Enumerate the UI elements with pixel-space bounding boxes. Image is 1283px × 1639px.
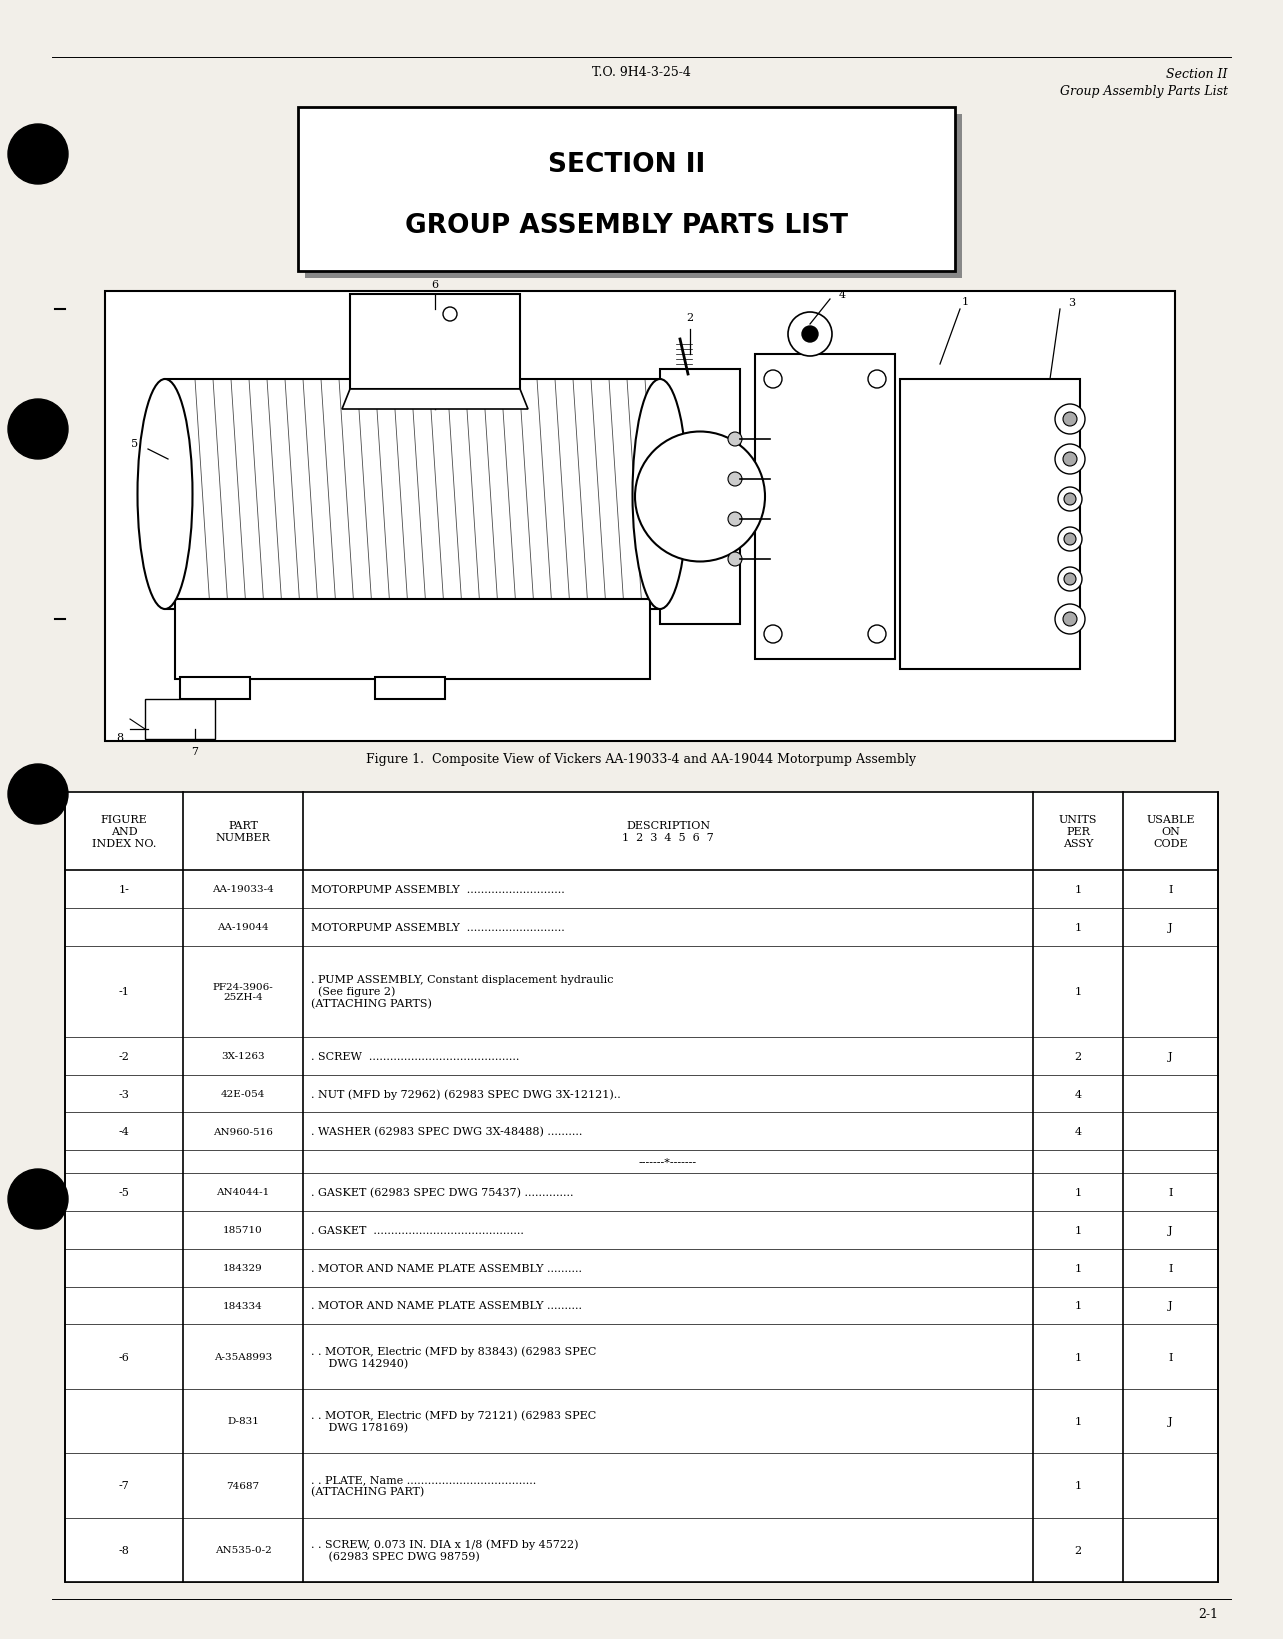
Text: 1: 1 xyxy=(1074,1480,1082,1490)
Text: -3: -3 xyxy=(118,1088,130,1098)
Text: A-35A8993: A-35A8993 xyxy=(214,1352,272,1362)
Text: D-831: D-831 xyxy=(227,1416,259,1426)
Text: AA-19033-4: AA-19033-4 xyxy=(212,885,273,893)
Text: 1: 1 xyxy=(1074,1187,1082,1196)
Text: . WASHER (62983 SPEC DWG 3X-48488) ..........: . WASHER (62983 SPEC DWG 3X-48488) .....… xyxy=(310,1126,582,1137)
Text: AN4044-1: AN4044-1 xyxy=(217,1188,269,1196)
Circle shape xyxy=(1064,452,1076,467)
Text: AN960-516: AN960-516 xyxy=(213,1128,273,1136)
Text: Section II: Section II xyxy=(1166,67,1228,80)
Text: 1: 1 xyxy=(1074,1262,1082,1274)
Text: J: J xyxy=(1169,1416,1173,1426)
Text: MOTORPUMP ASSEMBLY  ............................: MOTORPUMP ASSEMBLY .....................… xyxy=(310,885,565,895)
Text: 8: 8 xyxy=(117,733,123,742)
Circle shape xyxy=(763,370,783,388)
Ellipse shape xyxy=(633,380,688,610)
Text: J: J xyxy=(1169,1051,1173,1060)
Text: 5: 5 xyxy=(131,439,139,449)
Text: . PUMP ASSEMBLY, Constant displacement hydraulic
  (See figure 2)
(ATTACHING PAR: . PUMP ASSEMBLY, Constant displacement h… xyxy=(310,975,613,1008)
Bar xyxy=(65,793,1218,1582)
Circle shape xyxy=(8,125,68,185)
Text: J: J xyxy=(1169,1301,1173,1311)
Text: . . MOTOR, Electric (MFD by 72121) (62983 SPEC
     DWG 178169): . . MOTOR, Electric (MFD by 72121) (6298… xyxy=(310,1410,597,1432)
Text: 3: 3 xyxy=(1069,298,1075,308)
Text: . . MOTOR, Electric (MFD by 83843) (62983 SPEC
     DWG 142940): . . MOTOR, Electric (MFD by 83843) (6298… xyxy=(310,1346,597,1369)
Text: T.O. 9H4-3-25-4: T.O. 9H4-3-25-4 xyxy=(591,66,692,79)
Bar xyxy=(145,700,216,739)
Text: . SCREW  ...........................................: . SCREW ................................… xyxy=(310,1051,520,1060)
Text: . . PLATE, Name .....................................
(ATTACHING PART): . . PLATE, Name ........................… xyxy=(310,1475,536,1496)
Text: 74687: 74687 xyxy=(226,1482,259,1490)
Text: J: J xyxy=(1169,923,1173,933)
Circle shape xyxy=(763,626,783,644)
Text: 2: 2 xyxy=(686,313,694,323)
Text: -7: -7 xyxy=(118,1480,130,1490)
Text: 4: 4 xyxy=(1074,1088,1082,1098)
Bar xyxy=(899,380,1080,670)
Circle shape xyxy=(1058,528,1082,552)
Circle shape xyxy=(788,313,831,357)
Bar xyxy=(350,295,520,390)
Bar xyxy=(105,292,1175,741)
Text: J: J xyxy=(1169,1224,1173,1234)
Text: -4: -4 xyxy=(118,1126,130,1137)
Text: AN535-0-2: AN535-0-2 xyxy=(214,1546,272,1554)
Text: PART
NUMBER: PART NUMBER xyxy=(216,821,271,842)
Text: . MOTOR AND NAME PLATE ASSEMBLY ..........: . MOTOR AND NAME PLATE ASSEMBLY ........… xyxy=(310,1301,582,1311)
Text: 2: 2 xyxy=(1074,1546,1082,1555)
Bar xyxy=(659,370,740,624)
Text: 1-: 1- xyxy=(118,885,130,895)
Text: I: I xyxy=(1169,1352,1173,1362)
Circle shape xyxy=(443,308,457,321)
Text: 184334: 184334 xyxy=(223,1301,263,1310)
Circle shape xyxy=(1064,574,1076,585)
Text: 2: 2 xyxy=(1074,1051,1082,1060)
Bar xyxy=(166,380,659,610)
Text: 1: 1 xyxy=(1074,987,1082,997)
Circle shape xyxy=(802,326,819,343)
Circle shape xyxy=(1058,567,1082,592)
Text: PF24-3906-
25ZH-4: PF24-3906- 25ZH-4 xyxy=(213,982,273,1001)
Text: 2-1: 2-1 xyxy=(1198,1608,1218,1621)
Text: . MOTOR AND NAME PLATE ASSEMBLY ..........: . MOTOR AND NAME PLATE ASSEMBLY ........… xyxy=(310,1262,582,1274)
Circle shape xyxy=(1064,534,1076,546)
Text: 6: 6 xyxy=(431,280,439,290)
Bar xyxy=(174,600,650,680)
Circle shape xyxy=(1064,413,1076,426)
Text: 1: 1 xyxy=(1074,923,1082,933)
Text: DESCRIPTION
1  2  3  4  5  6  7: DESCRIPTION 1 2 3 4 5 6 7 xyxy=(622,821,713,842)
Text: I: I xyxy=(1169,885,1173,895)
Circle shape xyxy=(8,1169,68,1229)
Text: 1: 1 xyxy=(961,297,969,306)
Text: I: I xyxy=(1169,1262,1173,1274)
Text: AA-19044: AA-19044 xyxy=(217,923,269,931)
Bar xyxy=(754,354,896,659)
Circle shape xyxy=(869,626,887,644)
Circle shape xyxy=(635,433,765,562)
Text: I: I xyxy=(1169,1187,1173,1196)
Circle shape xyxy=(1055,405,1085,434)
Text: . NUT (MFD by 72962) (62983 SPEC DWG 3X-12121)..: . NUT (MFD by 72962) (62983 SPEC DWG 3X-… xyxy=(310,1088,621,1100)
Text: 7: 7 xyxy=(191,746,199,757)
Text: 3X-1263: 3X-1263 xyxy=(221,1052,264,1060)
Text: 1: 1 xyxy=(1074,1224,1082,1234)
Text: -8: -8 xyxy=(118,1546,130,1555)
Text: SECTION II: SECTION II xyxy=(548,152,706,179)
Text: -1: -1 xyxy=(118,987,130,997)
Text: 185710: 185710 xyxy=(223,1226,263,1234)
Polygon shape xyxy=(343,390,529,410)
Text: MOTORPUMP ASSEMBLY  ............................: MOTORPUMP ASSEMBLY .....................… xyxy=(310,923,565,933)
Ellipse shape xyxy=(137,380,192,610)
Text: -6: -6 xyxy=(118,1352,130,1362)
Text: FIGURE
AND
INDEX NO.: FIGURE AND INDEX NO. xyxy=(92,815,157,847)
Text: USABLE
ON
CODE: USABLE ON CODE xyxy=(1146,815,1194,847)
Bar xyxy=(298,108,955,272)
Text: UNITS
PER
ASSY: UNITS PER ASSY xyxy=(1058,815,1097,847)
Text: 1: 1 xyxy=(1074,885,1082,895)
Circle shape xyxy=(1055,605,1085,634)
Text: Group Assembly Parts List: Group Assembly Parts List xyxy=(1060,85,1228,98)
Text: -2: -2 xyxy=(118,1051,130,1060)
Text: -5: -5 xyxy=(118,1187,130,1196)
Circle shape xyxy=(1064,493,1076,506)
Circle shape xyxy=(727,552,742,567)
